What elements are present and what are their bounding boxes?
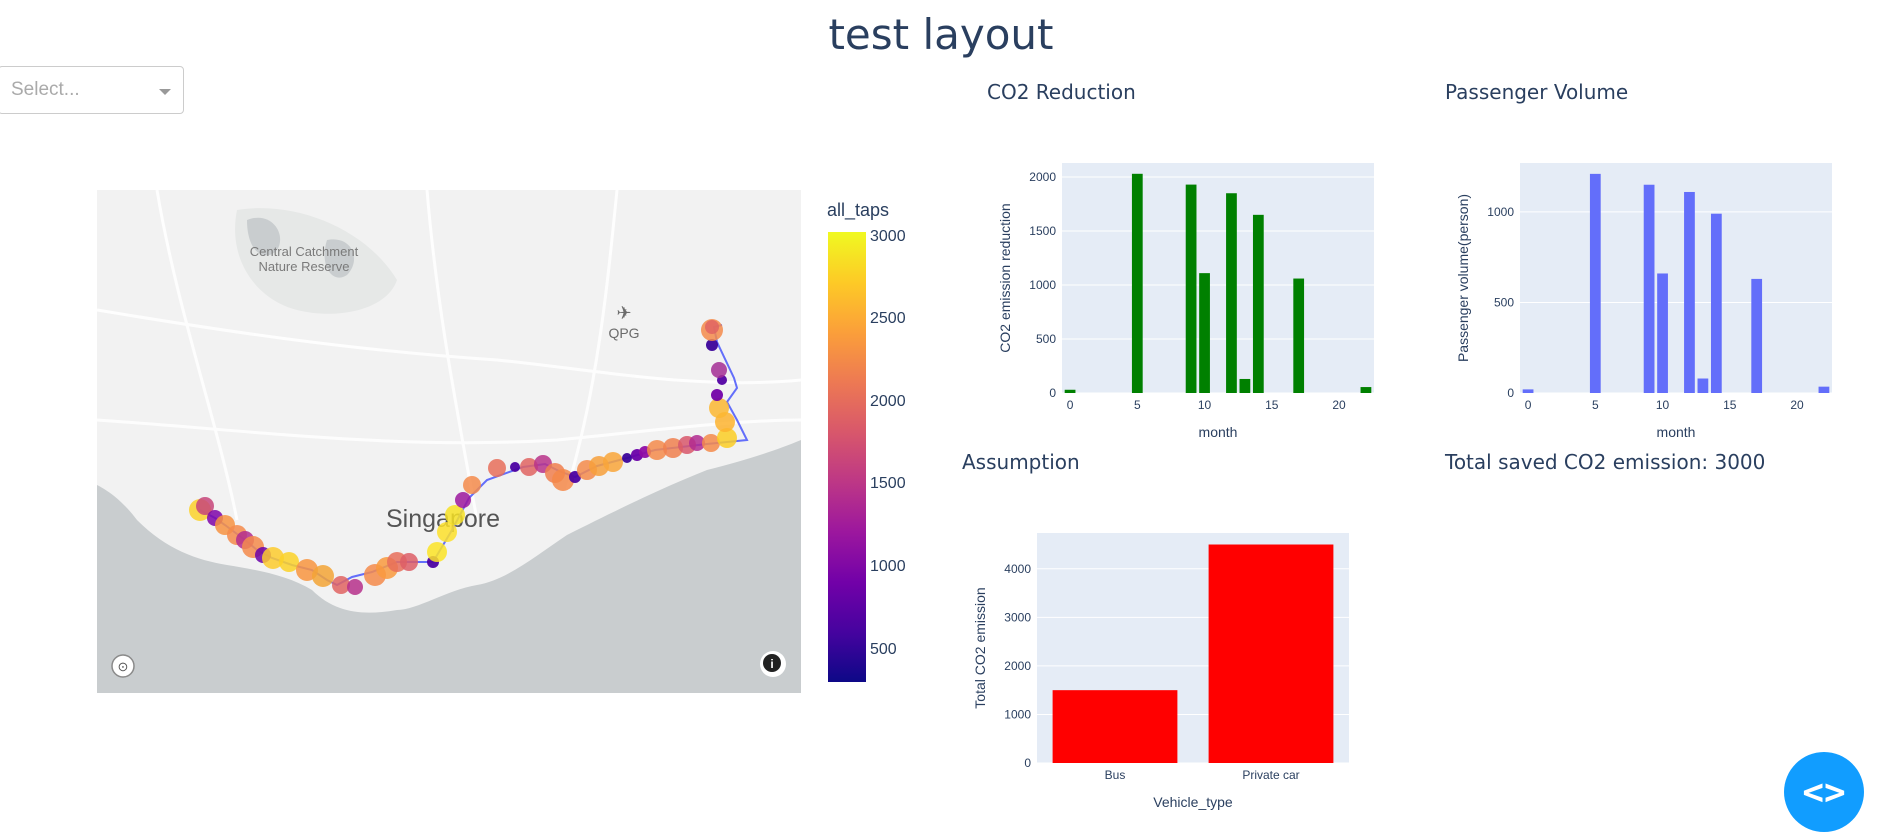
x-tick-label: 0 xyxy=(1525,398,1532,412)
y-tick-label: 3000 xyxy=(1004,610,1031,624)
y-axis-title: CO2 emission reduction xyxy=(997,203,1013,352)
colorbar-tick: 500 xyxy=(870,641,897,658)
map-info-button[interactable]: i xyxy=(760,651,786,677)
colorbar-tick: 2500 xyxy=(870,310,906,327)
colorbar-tick: 3000 xyxy=(870,230,906,245)
x-tick-label: 10 xyxy=(1656,398,1670,412)
select-dropdown[interactable]: Select... xyxy=(0,66,184,114)
bar xyxy=(1239,378,1251,393)
bar xyxy=(1684,191,1695,393)
bar xyxy=(1208,544,1334,763)
passenger-volume-chart[interactable]: 0 500 1000 0 5 10 15 20 month Passenger volume(pe… xyxy=(1438,150,1858,450)
y-tick-label: 500 xyxy=(1494,295,1514,309)
map-label-reserve-1: Central Catchment xyxy=(250,244,359,259)
y-tick-label: 2000 xyxy=(1029,170,1056,184)
colorbar-tick: 1000 xyxy=(870,558,906,575)
passenger-volume-heading: Passenger Volume xyxy=(1445,80,1629,104)
assumption-heading: Assumption xyxy=(962,450,1080,474)
bar xyxy=(1131,173,1143,393)
compass-icon: ⊙ xyxy=(118,659,129,674)
y-tick-label: 500 xyxy=(1036,332,1056,346)
colorbar: 3000 2500 2000 1500 1000 500 xyxy=(828,230,906,682)
colorbar-gradient xyxy=(828,232,866,682)
x-tick-label: Bus xyxy=(1105,768,1126,782)
debug-toggle-button[interactable]: <> xyxy=(1784,752,1864,832)
map-label-reserve-2: Nature Reserve xyxy=(258,259,349,274)
x-tick-label: 15 xyxy=(1265,398,1279,412)
map-reservoir-2 xyxy=(324,239,355,278)
y-tick-label: 1000 xyxy=(1029,278,1056,292)
y-tick-label: 0 xyxy=(1024,756,1031,770)
bar xyxy=(1052,690,1178,763)
bar xyxy=(1199,273,1210,393)
bar xyxy=(1710,213,1722,393)
map-label-airport: QPG xyxy=(608,325,639,341)
bar xyxy=(1522,389,1534,393)
x-axis-title: Vehicle_type xyxy=(1153,794,1233,810)
x-tick-label: 10 xyxy=(1198,398,1212,412)
airplane-icon: ✈ xyxy=(616,303,631,323)
y-tick-label: 4000 xyxy=(1004,562,1031,576)
plot-background xyxy=(1520,163,1832,393)
info-icon: i xyxy=(770,657,773,671)
x-axis-title: month xyxy=(1657,424,1696,440)
bar xyxy=(1293,278,1305,393)
bar xyxy=(1643,184,1655,393)
x-tick-label: 15 xyxy=(1723,398,1737,412)
y-tick-label: 1000 xyxy=(1004,707,1031,721)
bar xyxy=(1751,278,1763,393)
co2-reduction-chart[interactable]: 0 500 1000 1500 2000 0 5 10 15 20 month CO2 emissio… xyxy=(980,150,1400,450)
bar xyxy=(1589,173,1601,393)
y-tick-label: 1500 xyxy=(1029,224,1056,238)
bar xyxy=(1818,386,1830,393)
map-reservoir xyxy=(247,217,281,256)
y-tick-label: 0 xyxy=(1507,386,1514,400)
y-tick-label: 0 xyxy=(1049,386,1056,400)
bar xyxy=(1064,389,1076,393)
x-tick-label: 5 xyxy=(1592,398,1599,412)
chevron-down-icon xyxy=(159,89,171,95)
map-reset-button[interactable]: ⊙ xyxy=(111,654,135,678)
x-tick-label: 0 xyxy=(1067,398,1074,412)
total-saved-co2-text: Total saved CO2 emission: 3000 xyxy=(1445,450,1766,474)
bar xyxy=(1226,193,1237,393)
plot-background xyxy=(1062,163,1374,393)
colorbar-tick: 1500 xyxy=(870,475,906,492)
bar xyxy=(1657,273,1668,393)
assumption-chart[interactable]: 0 1000 2000 3000 4000 Bus Private car Vehicle_t… xyxy=(955,520,1375,820)
y-axis-title: Total CO2 emission xyxy=(972,587,988,708)
y-tick-label: 1000 xyxy=(1487,205,1514,219)
x-tick-label: 20 xyxy=(1332,398,1346,412)
bar xyxy=(1697,378,1709,393)
select-placeholder: Select... xyxy=(11,79,80,100)
x-axis-title: month xyxy=(1199,424,1238,440)
x-tick-label: 20 xyxy=(1790,398,1804,412)
colorbar-tick: 2000 xyxy=(870,393,906,410)
x-tick-label: 5 xyxy=(1134,398,1141,412)
code-brackets-icon: <> xyxy=(1802,771,1846,813)
y-axis-title: Passenger volume(person) xyxy=(1455,194,1471,362)
co2-reduction-heading: CO2 Reduction xyxy=(987,80,1136,104)
map[interactable]: Central Catchment Nature Reserve ✈ QPG S… xyxy=(97,190,801,693)
page-title: test layout xyxy=(828,10,1054,59)
bar xyxy=(1360,387,1372,393)
bar xyxy=(1185,184,1197,393)
route-markers[interactable] xyxy=(189,319,737,595)
y-tick-label: 2000 xyxy=(1004,659,1031,673)
bar xyxy=(1252,214,1264,393)
x-tick-label: Private car xyxy=(1242,768,1299,782)
colorbar-title: all_taps xyxy=(827,200,890,220)
